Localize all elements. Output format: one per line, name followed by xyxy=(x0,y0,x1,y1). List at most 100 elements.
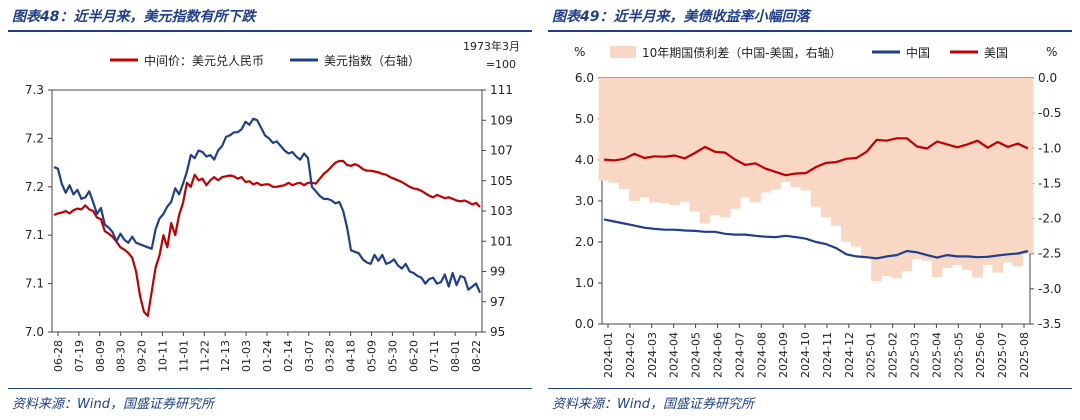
x-tick-label: 2024-09 xyxy=(777,332,790,378)
y-right-tick-label: 103 xyxy=(490,204,513,218)
y-right-tick-label: -2.0 xyxy=(1038,212,1061,226)
right-axis-note: 1973年3月 xyxy=(463,39,520,53)
y-right-tick-label: -0.5 xyxy=(1038,106,1061,120)
y-right-tick-label: 95 xyxy=(490,325,505,339)
x-tick-label: 2025-08 xyxy=(1018,332,1031,378)
y-right-unit: % xyxy=(1046,45,1057,59)
panel-left: 图表48：近半月来，美元指数有所下跌 7.0 7.1 7.1 7.2 7.2 7.3 95 9… xyxy=(8,9,532,412)
x-tick-label: 06-20 xyxy=(407,340,420,372)
x-tick-label: 2025-03 xyxy=(909,332,922,378)
spread-area-bar xyxy=(820,78,832,218)
right-axis-note: =100 xyxy=(486,58,516,71)
y-right-tick-label: 99 xyxy=(490,265,505,279)
spread-area-bar xyxy=(709,78,721,216)
x-tick-label: 04-18 xyxy=(345,340,358,372)
x-tick-label: 05-30 xyxy=(386,340,399,372)
x-tick-label: 12-13 xyxy=(219,340,232,372)
spread-area-bar xyxy=(719,78,731,218)
spread-area-bar xyxy=(1002,78,1014,263)
spread-area-bar xyxy=(1012,78,1024,267)
spread-area-bar xyxy=(810,78,822,207)
spread-area-bar xyxy=(659,78,670,204)
series-line xyxy=(53,117,482,294)
spread-area-bar xyxy=(830,78,842,226)
x-tick-label: 2024-03 xyxy=(646,332,659,378)
spread-area-bar xyxy=(780,78,792,183)
y-left-tick-label: 5.0 xyxy=(575,112,594,126)
y-left-tick-label: 1.0 xyxy=(575,276,594,290)
y-left-tick-label: 4.0 xyxy=(575,153,594,167)
spread-area-bar xyxy=(628,78,640,201)
y-left-tick-label: 7.1 xyxy=(25,228,44,242)
x-tick-label: 2024-11 xyxy=(821,332,834,378)
x-tick-label: 06-28 xyxy=(52,340,65,372)
x-tick-label: 2025-05 xyxy=(952,332,965,378)
x-tick-label: 11-22 xyxy=(198,340,211,372)
spread-area-bar xyxy=(851,78,862,247)
y-left-tick-label: 7.3 xyxy=(25,83,44,97)
x-tick-label: 08-09 xyxy=(94,340,107,372)
x-tick-label: 2024-06 xyxy=(711,332,724,378)
y-right-tick-label: 111 xyxy=(490,83,513,97)
x-tick-label: 2024-01 xyxy=(602,332,615,378)
series-line xyxy=(603,137,1029,177)
legend-label: 美元指数（右轴） xyxy=(324,53,420,68)
x-tick-label: 01-03 xyxy=(240,340,253,372)
x-tick-label: 2025-06 xyxy=(974,332,987,378)
x-tick-label: 2024-05 xyxy=(690,332,703,378)
spread-area-bar xyxy=(972,78,983,278)
x-tick-label: 08-01 xyxy=(449,340,462,372)
x-tick-label: 01-24 xyxy=(261,340,274,372)
x-tick-label: 2024-12 xyxy=(843,332,856,378)
x-tick-label: 09-20 xyxy=(136,340,149,372)
spread-area-bar xyxy=(891,78,903,279)
title-rule xyxy=(548,30,1072,32)
spread-area-bar xyxy=(598,78,610,181)
chart-source: 资料来源：Wind，国盛证券研究所 xyxy=(552,397,754,412)
spread-area-bar xyxy=(649,78,660,203)
spread-area-bar xyxy=(1022,78,1034,254)
spread-area-bar xyxy=(618,78,630,190)
spread-area-bar xyxy=(760,78,771,193)
plot-frame xyxy=(51,89,483,333)
spread-area-bar xyxy=(689,78,701,212)
y-right-tick-label: -1.5 xyxy=(1038,176,1061,190)
spread-area-bar xyxy=(962,78,973,270)
y-right-tick-label: 101 xyxy=(490,234,513,248)
spread-area-bar xyxy=(911,78,923,260)
x-tick-label: 2025-07 xyxy=(996,332,1009,378)
y-right-tick-label: -3.0 xyxy=(1038,282,1061,296)
y-right-tick-label: -2.5 xyxy=(1038,247,1061,261)
spread-area-bar xyxy=(941,78,953,268)
spread-area-bar xyxy=(881,78,893,277)
chart-title: 图表48：近半月来，美元指数有所下跌 xyxy=(12,9,256,25)
spread-area-bar xyxy=(861,78,872,259)
y-right-tick-label: 0.0 xyxy=(1038,71,1057,85)
y-left-tick-label: 2.0 xyxy=(575,235,594,249)
y-right-tick-label: 105 xyxy=(490,174,513,188)
panel-right: 图表49：近半月来，美债收益率小幅回落 0.0 1.0 2.0 3.0 4.0 5.0 6.… xyxy=(540,0,1080,420)
x-tick-label: 2024-04 xyxy=(668,332,681,378)
source-rule xyxy=(548,388,1072,389)
chart-title: 图表49：近半月来，美债收益率小幅回落 xyxy=(552,9,810,25)
x-tick-label: 2025-02 xyxy=(887,332,900,378)
spread-area-bar xyxy=(931,78,943,277)
spread-area-bar xyxy=(951,78,963,265)
x-tick-label: 05-09 xyxy=(366,340,379,372)
x-tick-label: 2024-10 xyxy=(799,332,812,378)
y-left-tick-label: 0.0 xyxy=(575,317,594,331)
x-tick-label: 07-19 xyxy=(73,340,86,372)
title-rule xyxy=(8,30,532,32)
spread-area-bar xyxy=(901,78,913,272)
legend-label: 美国 xyxy=(984,46,1008,60)
spread-area-bar xyxy=(669,78,681,206)
x-tick-label: 08-30 xyxy=(115,340,128,372)
x-tick-label: 07-11 xyxy=(428,340,441,372)
x-tick-label: 2025-04 xyxy=(930,332,943,378)
spread-area-bar xyxy=(790,78,802,187)
y-right-tick-label: -3.5 xyxy=(1038,317,1061,331)
x-tick-label: 2024-08 xyxy=(755,332,768,378)
spread-area-bar xyxy=(750,78,761,203)
y-right-tick-label: 97 xyxy=(490,295,505,309)
x-tick-label: 03-28 xyxy=(324,340,337,372)
